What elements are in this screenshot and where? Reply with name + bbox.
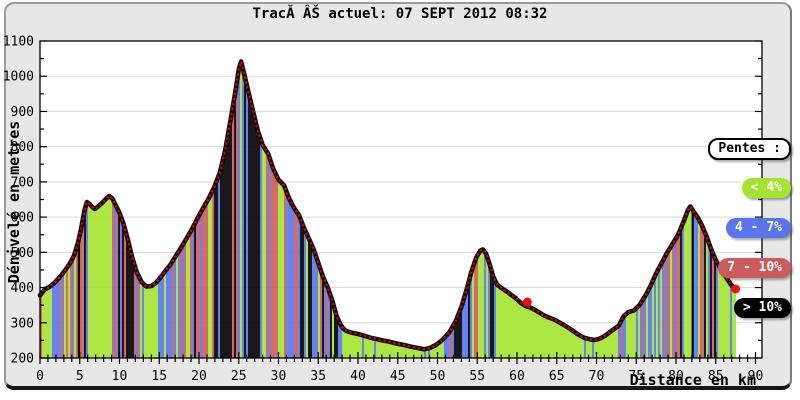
svg-text:300: 300 [11, 316, 34, 331]
svg-text:800: 800 [11, 140, 34, 155]
svg-text:80: 80 [668, 369, 684, 384]
svg-text:45: 45 [390, 369, 406, 384]
y-axis-title: Dénivelé en metres [5, 120, 23, 284]
svg-text:700: 700 [11, 175, 34, 190]
svg-text:1000: 1000 [3, 70, 34, 85]
svg-text:15: 15 [151, 369, 167, 384]
svg-text:75: 75 [628, 369, 644, 384]
svg-text:400: 400 [11, 281, 34, 296]
svg-text:600: 600 [11, 211, 34, 226]
chart-title: TracĂ ÂŠ actuel: 07 SEPT 2012 08:32 [252, 6, 548, 22]
svg-text:50: 50 [430, 369, 446, 384]
svg-text:90: 90 [748, 369, 764, 384]
svg-text:5: 5 [76, 369, 84, 384]
svg-text:10: 10 [112, 369, 128, 384]
svg-text:65: 65 [549, 369, 565, 384]
svg-text:0: 0 [36, 369, 44, 384]
svg-text:40: 40 [350, 369, 366, 384]
svg-text:900: 900 [11, 105, 34, 120]
svg-text:30: 30 [271, 369, 287, 384]
x-axis-title: Distance en km [629, 371, 756, 389]
svg-text:25: 25 [231, 369, 247, 384]
svg-text:70: 70 [589, 369, 605, 384]
svg-text:60: 60 [509, 369, 525, 384]
svg-text:55: 55 [469, 369, 485, 384]
svg-text:20: 20 [191, 369, 207, 384]
svg-text:35: 35 [310, 369, 326, 384]
svg-text:85: 85 [708, 369, 724, 384]
svg-text:200: 200 [11, 352, 34, 367]
svg-text:500: 500 [11, 246, 34, 261]
svg-text:1100: 1100 [3, 35, 34, 50]
